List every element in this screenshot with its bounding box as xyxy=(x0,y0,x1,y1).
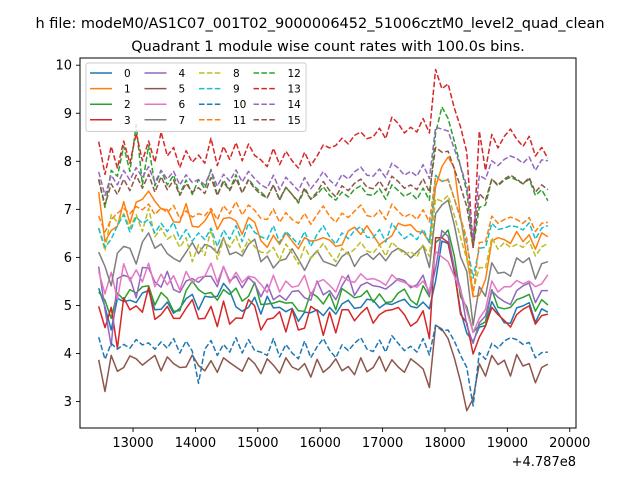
series-line-10 xyxy=(97,324,548,407)
series-line-5 xyxy=(97,324,549,412)
y-tick-label: 3 xyxy=(64,395,72,410)
series-line-4 xyxy=(97,229,548,347)
series-line-3 xyxy=(97,236,549,355)
y-tick-label: 4 xyxy=(64,347,72,362)
legend-label-8: 8 xyxy=(233,68,240,80)
series-line-9 xyxy=(97,174,549,279)
legend-label-0: 0 xyxy=(124,68,131,80)
legend-label-14: 14 xyxy=(288,99,302,111)
legend-label-13: 13 xyxy=(288,84,301,96)
x-tick-label: 17000 xyxy=(362,436,403,451)
series-line-15 xyxy=(97,146,549,249)
legend-label-1: 1 xyxy=(124,84,131,96)
plot-area: 13000 14000 15000 16000 17000 18000 19000 20000… xyxy=(55,57,590,470)
x-tick-label: 15000 xyxy=(237,436,278,451)
legend-box xyxy=(85,62,307,132)
x-axis: 13000 14000 15000 16000 17000 18000 19000 20000 xyxy=(112,428,590,451)
x-tick-label: 20000 xyxy=(549,436,590,451)
series-line-13 xyxy=(97,68,549,250)
series-line-11 xyxy=(98,176,549,297)
legend-label-4: 4 xyxy=(179,68,186,80)
y-tick-label: 7 xyxy=(64,203,72,218)
legend-label-3: 3 xyxy=(124,115,131,127)
legend-label-12: 12 xyxy=(288,68,301,80)
series-layer xyxy=(97,68,549,412)
series-line-14 xyxy=(97,126,549,240)
y-tick-label: 5 xyxy=(64,299,72,314)
series-line-1 xyxy=(97,156,549,298)
legend-label-2: 2 xyxy=(124,99,131,111)
series-line-7 xyxy=(98,199,549,326)
legend-label-6: 6 xyxy=(179,99,186,111)
x-tick-label: 13000 xyxy=(112,436,153,451)
legend-label-9: 9 xyxy=(233,84,240,96)
legend-label-15: 15 xyxy=(288,115,301,127)
chart-suptitle: h file: modeM0/AS1C07_001T02_9000006452_… xyxy=(35,16,604,32)
y-axis: 3 4 5 6 7 8 9 10 xyxy=(55,59,80,410)
axes-frame xyxy=(79,57,577,429)
series-line-6 xyxy=(97,250,549,334)
legend-label-7: 7 xyxy=(179,115,186,127)
y-tick-label: 8 xyxy=(64,155,72,170)
x-tick-label: 18000 xyxy=(424,436,465,451)
legend-label-10: 10 xyxy=(233,99,246,111)
y-tick-label: 6 xyxy=(64,251,72,266)
x-axis-offset-label: +4.787e8 xyxy=(512,455,576,470)
x-tick-label: 14000 xyxy=(175,436,216,451)
x-tick-label: 16000 xyxy=(300,436,341,451)
y-tick-label: 10 xyxy=(55,59,72,74)
legend-label-11: 11 xyxy=(233,115,246,127)
chart-title: Quadrant 1 module wise count rates with … xyxy=(131,39,525,55)
x-tick-label: 19000 xyxy=(487,436,528,451)
y-tick-label: 9 xyxy=(64,107,72,122)
legend-label-5: 5 xyxy=(179,84,186,96)
